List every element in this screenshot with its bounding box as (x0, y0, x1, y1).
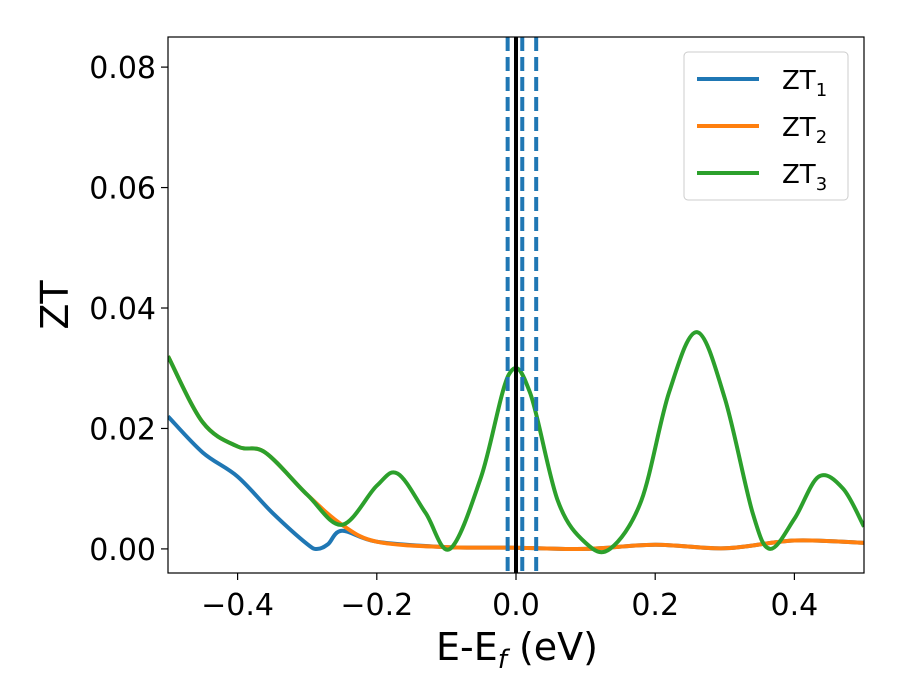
y-tick-label: 0.04 (89, 292, 156, 327)
legend-label-zt3: ZT3 (782, 160, 827, 195)
legend-label-zt2: ZT2 (782, 113, 827, 148)
x-axis-ticks: −0.4 −0.2 0.0 0.2 0.4 (201, 573, 818, 623)
legend-label-zt1: ZT1 (782, 66, 827, 101)
x-axis-label: E-Ef (eV) (436, 625, 598, 675)
y-axis-label: ZT (33, 280, 77, 330)
legend-box (683, 51, 849, 201)
plot-lines (168, 330, 864, 555)
x-tick-label: 0.4 (771, 588, 819, 623)
x-tick-label: 0.2 (631, 588, 679, 623)
y-axis-ticks: 0.00 0.02 0.04 0.06 0.08 (89, 51, 168, 568)
reference-lines (505, 37, 539, 573)
legend: ZT1 ZT2 ZT3 (683, 51, 849, 201)
y-tick-label: 0.06 (89, 172, 156, 207)
x-tick-label: −0.2 (340, 588, 413, 623)
x-tick-label: 0.0 (492, 588, 540, 623)
x-tick-label: −0.4 (201, 588, 274, 623)
series-line-zt3 (168, 330, 864, 555)
y-tick-label: 0.02 (89, 412, 156, 447)
y-tick-label: 0.08 (89, 51, 156, 86)
y-tick-label: 0.00 (89, 533, 156, 568)
